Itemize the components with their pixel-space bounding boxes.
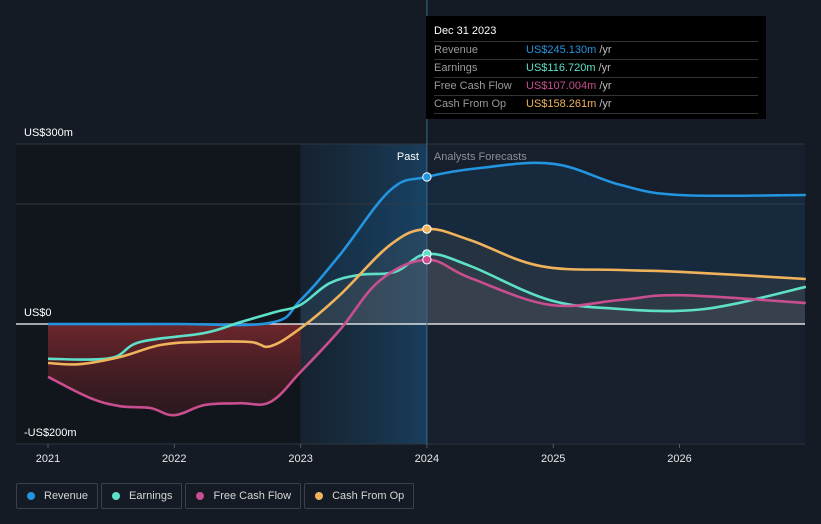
legend-label: Earnings: [129, 490, 173, 502]
tooltip-date: Dec 31 2023: [434, 23, 758, 42]
legend-item-cash-from-op[interactable]: Cash From Op: [304, 483, 415, 509]
past-highlight: [300, 144, 427, 444]
x-tick-label: 2026: [667, 453, 691, 465]
tooltip-row-revenue: Revenue US$245.130m /yr: [434, 42, 758, 60]
x-tick-label: 2024: [415, 453, 439, 465]
legend-label: Free Cash Flow: [213, 490, 292, 502]
earnings-line: [47, 252, 807, 361]
tooltip: Dec 31 2023 Revenue US$245.130m /yr Earn…: [426, 16, 766, 119]
tooltip-value: US$107.004m: [526, 80, 597, 92]
y-tick-label: US$0: [24, 307, 52, 319]
tooltip-value: US$245.130m: [526, 44, 597, 56]
past-label: Past: [397, 151, 419, 163]
y-tick-label: US$300m: [24, 127, 73, 139]
cash-from-op-dot-icon: [315, 492, 324, 500]
earnings-dot-icon: [112, 492, 121, 500]
legend-item-earnings[interactable]: Earnings: [101, 483, 183, 509]
tooltip-label: Revenue: [434, 44, 479, 56]
free-cash-flow-line: [47, 258, 806, 417]
legend-label: Cash From Op: [332, 490, 405, 502]
x-tick-label: 2023: [288, 453, 312, 465]
free-cash-flow-dot-icon: [196, 492, 205, 500]
free-cash-flow-marker[interactable]: [422, 255, 432, 265]
tooltip-unit: /yr: [599, 44, 612, 56]
legend-item-revenue[interactable]: Revenue: [16, 483, 99, 509]
analysts-forecasts-label: Analysts Forecasts: [434, 151, 527, 163]
tooltip-label: Earnings: [434, 62, 478, 74]
tooltip-row-free-cash-flow: Free Cash Flow US$107.004m /yr: [434, 78, 758, 96]
x-tick-label: 2021: [36, 453, 60, 465]
y-tick-label: -US$200m: [24, 427, 77, 439]
legend-item-free-cash-flow[interactable]: Free Cash Flow: [185, 483, 302, 509]
forecast-area: [426, 144, 805, 444]
tooltip-row-earnings: Earnings US$116.720m /yr: [434, 60, 758, 78]
legend-label: Revenue: [44, 490, 89, 502]
tooltip-unit: /yr: [599, 80, 612, 92]
chart: US$300m US$0 -US$200m 2021 2022 2023 2024 2025…: [16, 0, 807, 465]
series-markers: [422, 172, 432, 265]
revenue-marker[interactable]: [422, 172, 432, 182]
tooltip-label: Cash From Op: [434, 98, 507, 110]
negative-area-fill: [48, 324, 301, 416]
tooltip-unit: /yr: [598, 62, 611, 74]
gridlines: [16, 143, 805, 445]
cash-from-op-marker[interactable]: [422, 224, 432, 234]
tooltip-value: US$158.261m: [526, 98, 597, 110]
revenue-dot-icon: [27, 492, 35, 500]
tooltip-value: US$116.720m: [526, 62, 596, 74]
tooltip-unit: /yr: [599, 98, 612, 110]
x-tick-label: 2025: [541, 453, 565, 465]
tooltip-label: Free Cash Flow: [434, 80, 512, 92]
series-lines: [47, 161, 807, 417]
tooltip-row-cash-from-op: Cash From Op US$158.261m /yr: [434, 96, 758, 114]
x-tick-label: 2022: [162, 453, 186, 465]
legend: Revenue Earnings Free Cash Flow Cash Fro…: [16, 483, 415, 509]
cash-from-op-line: [47, 227, 806, 366]
